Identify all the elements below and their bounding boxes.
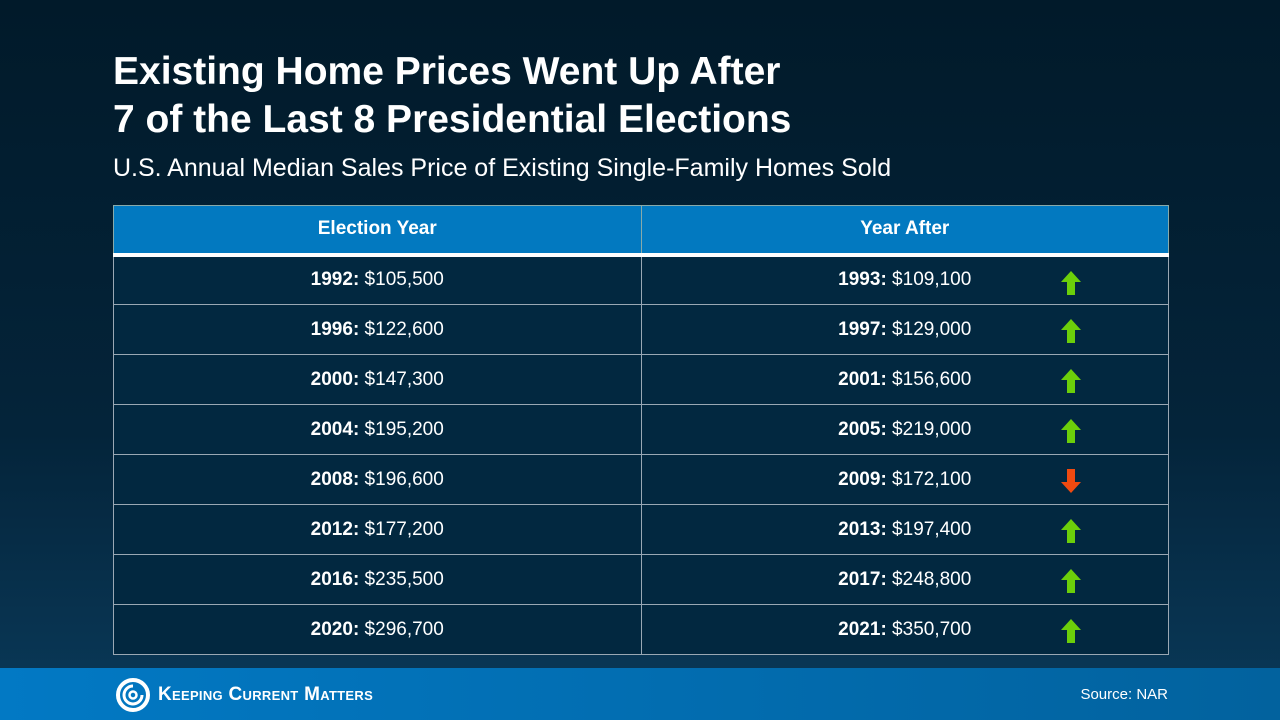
table-row: 2004: $195,200 2005: $219,000	[113, 404, 1169, 455]
election-price: $177,200	[359, 518, 444, 540]
arrow-down-icon	[1060, 469, 1081, 493]
year-after-price: $219,000	[886, 418, 972, 440]
year-after-cell: 2009: $172,100	[640, 454, 1169, 505]
swirl-logo-icon	[116, 678, 150, 712]
year-after-cell: 1997: $129,000	[640, 304, 1169, 355]
election-year: 2004:	[310, 418, 360, 440]
arrow-up-icon	[1060, 319, 1081, 343]
year-after-cell: 2001: $156,600	[640, 354, 1169, 405]
election-price: $296,700	[359, 618, 444, 640]
election-year: 2016:	[310, 568, 360, 590]
election-price: $196,600	[359, 468, 444, 490]
table-row: 2012: $177,200 2013: $197,400	[113, 504, 1169, 555]
year-after-price: $129,000	[886, 318, 972, 340]
year-after: 2005:	[838, 418, 887, 440]
election-year-cell: 2016: $235,500	[113, 554, 642, 605]
arrow-up-icon	[1060, 619, 1081, 643]
election-year-cell: 2020: $296,700	[113, 604, 642, 655]
table-row: 2016: $235,500 2017: $248,800	[113, 554, 1169, 605]
election-year-cell: 1996: $122,600	[113, 304, 642, 355]
year-after-cell: 2021: $350,700	[640, 604, 1169, 655]
year-after-cell: 2005: $219,000	[640, 404, 1169, 455]
title-line-2: 7 of the Last 8 Presidential Elections	[113, 98, 792, 141]
arrow-up-icon	[1060, 270, 1081, 295]
table-row: 1992: $105,500 1993: $109,100	[113, 254, 1169, 305]
column-header-election-year: Election Year	[113, 205, 642, 257]
year-after-price: $350,700	[886, 618, 972, 640]
year-after: 2017:	[838, 568, 887, 590]
arrow-up-icon	[1060, 569, 1081, 593]
election-year-cell: 2000: $147,300	[113, 354, 642, 405]
election-year: 1992:	[310, 269, 360, 291]
election-price: $122,600	[359, 318, 444, 340]
election-year: 2020:	[310, 618, 360, 640]
year-after: 2013:	[838, 518, 887, 540]
logo: Keeping Current Matters	[116, 678, 373, 712]
election-year: 1996:	[310, 318, 360, 340]
election-year-cell: 2004: $195,200	[113, 404, 642, 455]
page-title: Existing Home Prices Went Up After 7 of …	[113, 48, 791, 144]
table-row: 2000: $147,300 2001: $156,600	[113, 354, 1169, 405]
election-price: $147,300	[359, 368, 444, 390]
logo-text: Keeping Current Matters	[158, 684, 374, 705]
column-header-year-after: Year After	[640, 205, 1169, 257]
year-after-price: $156,600	[886, 368, 972, 390]
year-after-price: $172,100	[886, 468, 972, 490]
election-price: $105,500	[359, 269, 444, 291]
election-year: 2012:	[310, 518, 360, 540]
year-after-cell: 1993: $109,100	[640, 254, 1169, 305]
table-row: 2008: $196,600 2009: $172,100	[113, 454, 1169, 505]
year-after: 2009:	[838, 468, 887, 490]
election-year: 2000:	[310, 368, 360, 390]
year-after-price: $197,400	[886, 518, 972, 540]
source-note: Source: NAR	[1080, 686, 1168, 703]
election-year-cell: 2012: $177,200	[113, 504, 642, 555]
year-after: 1993:	[838, 269, 887, 291]
arrow-up-icon	[1060, 519, 1081, 543]
election-year-cell: 2008: $196,600	[113, 454, 642, 505]
year-after-cell: 2017: $248,800	[640, 554, 1169, 605]
year-after: 2021:	[838, 618, 887, 640]
year-after: 1997:	[838, 318, 887, 340]
year-after-price: $248,800	[886, 568, 972, 590]
year-after-price: $109,100	[886, 269, 972, 291]
arrow-up-icon	[1060, 419, 1081, 443]
year-after-cell: 2013: $197,400	[640, 504, 1169, 555]
title-line-1: Existing Home Prices Went Up After	[113, 50, 781, 93]
election-year: 2008:	[310, 468, 360, 490]
subtitle: U.S. Annual Median Sales Price of Existi…	[113, 154, 892, 182]
election-year-cell: 1992: $105,500	[113, 254, 642, 305]
election-price: $195,200	[359, 418, 444, 440]
price-table: Election Year Year After 1992: $105,500 …	[113, 205, 1169, 655]
footer: Keeping Current Matters Source: NAR	[0, 668, 1280, 720]
year-after: 2001:	[838, 368, 887, 390]
table-row: 1996: $122,600 1997: $129,000	[113, 304, 1169, 355]
arrow-up-icon	[1060, 369, 1081, 393]
table-row: 2020: $296,700 2021: $350,700	[113, 604, 1169, 655]
election-price: $235,500	[359, 568, 444, 590]
